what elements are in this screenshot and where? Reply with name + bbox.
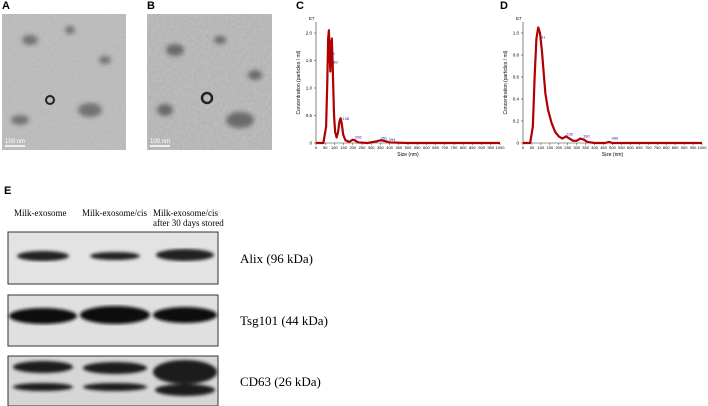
x-tick-label: 800 [663,145,670,150]
y-tick-label: 1.0 [513,31,520,36]
x-axis-label: Size (nm) [397,152,419,158]
western-blot: Milk-exosome Milk-exosome/cis Milk-exoso… [7,208,328,406]
x-tick-label: 400 [386,145,393,150]
peak-label: 236 [566,131,573,136]
y-tick-label: 0.5 [306,113,313,118]
lane-label: after 30 days stored [153,218,224,228]
x-tick-label: 300 [368,145,375,150]
y-tick-label: 0 [516,141,519,146]
x-tick-label: 300 [573,145,580,150]
x-tick-label: 0 [522,145,525,150]
x-tick-label: 450 [395,145,402,150]
peak-label: 91 [541,35,546,40]
x-tick-label: 50 [530,145,535,150]
peak-label: 138 [342,116,349,121]
x-tick-label: 850 [672,145,679,150]
y-tick-label: 1.5 [306,58,313,63]
charts: 0 50 100 150 200 250 300 350 400 450 500 550 600 650 7… [296,16,707,158]
y-multiplier: E7 [309,16,315,21]
x-tick-label: 100 [331,145,338,150]
x-tick-label: 150 [340,145,347,150]
x-tick-label: 900 [681,145,688,150]
x-tick-label: 500 [609,145,616,150]
x-tick-label: 350 [377,145,384,150]
x-tick-label: 400 [591,145,598,150]
y-axis-label: Concentration (particles / ml) [296,50,302,114]
y-tick-label: 0.2 [513,119,520,124]
panel-label: A [2,0,10,12]
panel-label: C [296,0,304,12]
y-tick-label: 0 [309,141,312,146]
y-tick-label: 0.6 [513,75,520,80]
scale-bar-label: 100 nm [150,139,170,145]
protein-label: Alix (96 kDa) [240,251,313,266]
x-tick-label: 250 [359,145,366,150]
x-tick-label: 0 [315,145,318,150]
panel-label: E [4,185,11,197]
y-tick-label: 0.4 [513,97,520,102]
lane-label: Milk-exosome/cis [153,208,218,218]
x-tick-label: 500 [405,145,412,150]
x-tick-label: 1000 [496,145,506,150]
x-tick-label: 650 [636,145,643,150]
x-tick-label: 750 [654,145,661,150]
x-tick-label: 550 [618,145,625,150]
x-tick-label: 100 [538,145,545,150]
distribution-line [523,26,702,145]
lane-label: Milk-exosome/cis [82,208,147,218]
x-tick-label: 450 [600,145,607,150]
panel-label: D [500,0,508,12]
x-tick-label: 600 [423,145,430,150]
x-tick-label: 600 [627,145,634,150]
scale-bar-label: 100 nm [5,139,25,145]
micrograph: 100 nm [147,14,272,150]
x-tick-label: 1000 [698,145,708,150]
x-tick-label: 800 [460,145,467,150]
x-tick-label: 200 [349,145,356,150]
y-tick-label: 0.8 [513,53,520,58]
y-axis-label: Concentration (particles / ml) [503,50,509,114]
peak-label: 394 [389,137,396,142]
distribution-line [316,29,500,145]
protein-label: CD63 (26 kDa) [240,374,321,389]
x-tick-label: 700 [441,145,448,150]
x-tick-label: 250 [564,145,571,150]
x-tick-label: 950 [690,145,697,150]
micrograph: 100 nm [2,14,126,150]
x-tick-label: 150 [547,145,554,150]
peak-label: 489 [612,136,619,141]
x-axis-label: Size (nm) [602,152,624,158]
protein-label: Tsg101 (44 kDa) [240,313,328,328]
y-tick-label: 2.0 [306,31,313,36]
x-tick-label: 850 [469,145,476,150]
x-tick-label: 950 [487,145,494,150]
peak-label: 330 [583,134,590,139]
peak-label: 351 [380,136,387,141]
lane-label: Milk-exosome [14,208,67,218]
x-tick-label: 750 [451,145,458,150]
panel-label: B [147,0,155,12]
y-multiplier: E7 [516,16,522,21]
y-tick-label: 1.0 [306,86,313,91]
x-tick-label: 50 [323,145,328,150]
x-tick-label: 650 [432,145,439,150]
peak-label: 206 [355,135,362,140]
peak-label: 89 [333,59,338,64]
peak-label: 74 [330,51,335,56]
x-tick-label: 350 [582,145,589,150]
x-tick-label: 900 [478,145,485,150]
x-tick-label: 200 [555,145,562,150]
x-tick-label: 700 [645,145,652,150]
x-tick-label: 550 [414,145,421,150]
